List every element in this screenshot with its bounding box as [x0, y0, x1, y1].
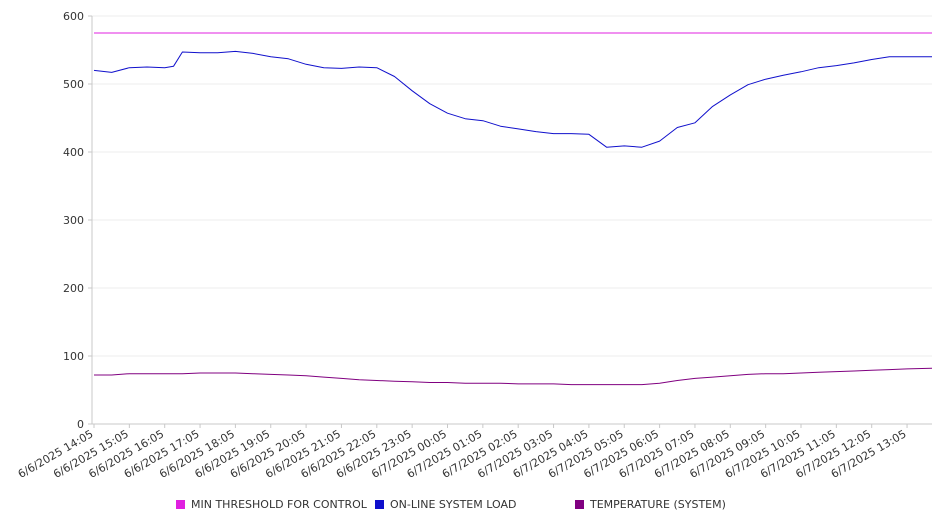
- y-tick-label: 0: [77, 418, 84, 431]
- legend-swatch-online-system-load: [375, 500, 384, 509]
- y-tick-label: 600: [63, 10, 84, 23]
- legend-item-min-threshold[interactable]: MIN THRESHOLD FOR CONTROL: [176, 498, 367, 511]
- y-tick-label: 300: [63, 214, 84, 227]
- series-line-on-line-system-load: [93, 50, 932, 148]
- legend-label-online-system-load: ON-LINE SYSTEM LOAD: [390, 498, 517, 511]
- y-tick-label: 100: [63, 350, 84, 363]
- y-tick-label: 400: [63, 146, 84, 159]
- x-tick-labels: 6/6/2025 14:056/6/2025 15:056/6/2025 16:…: [16, 424, 909, 481]
- legend-item-temperature[interactable]: TEMPERATURE (SYSTEM): [575, 498, 726, 511]
- gridlines: [92, 15, 932, 357]
- y-tick-label: 200: [63, 282, 84, 295]
- legend-item-online-system-load[interactable]: ON-LINE SYSTEM LOAD: [375, 498, 516, 511]
- legend-label-min-threshold: MIN THRESHOLD FOR CONTROL: [191, 498, 367, 511]
- series-lines: [93, 32, 933, 386]
- legend-label-temperature: TEMPERATURE (SYSTEM): [590, 498, 726, 511]
- legend-swatch-min-threshold: [176, 500, 185, 509]
- series-line-temperature-system: [94, 367, 933, 386]
- legend: MIN THRESHOLD FOR CONTROL ON-LINE SYSTEM…: [0, 498, 946, 514]
- y-tick-labels: 0 100 200 300 400 500 600: [63, 10, 92, 431]
- legend-swatch-temperature: [575, 500, 584, 509]
- y-tick-label: 500: [63, 78, 84, 91]
